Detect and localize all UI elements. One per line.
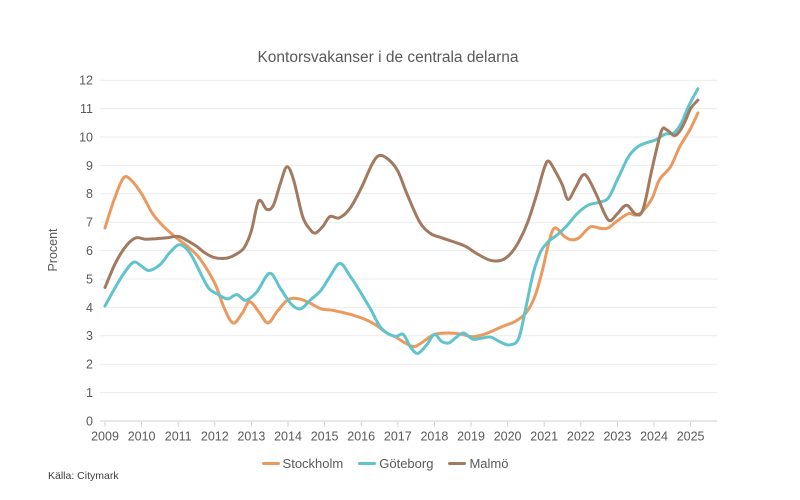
legend-item-goteborg: Göteborg	[358, 456, 433, 471]
legend-item-stockholm: Stockholm	[261, 456, 344, 471]
y-tick-label-0: 0	[86, 414, 93, 428]
x-tick-label-2013: 2013	[237, 430, 265, 444]
stockholm-line-swatch	[261, 462, 280, 465]
x-tick-label-2012: 2012	[201, 430, 229, 444]
x-tick-label-2011: 2011	[165, 430, 192, 444]
x-tick-label-2019: 2019	[457, 430, 485, 444]
legend: Stockholm Göteborg Malmö	[0, 456, 770, 471]
x-tick-label-2014: 2014	[274, 430, 302, 444]
y-tick-label-3: 3	[86, 329, 93, 343]
source-note: Källa: Citymark	[48, 470, 119, 482]
goteborg-line-swatch	[358, 462, 377, 465]
y-tick-label-7: 7	[86, 216, 93, 230]
series-line-0	[103, 111, 700, 349]
chart-title: Kontorsvakanser i de centrala delarna	[257, 49, 518, 66]
y-tick-label-2: 2	[86, 358, 93, 372]
y-tick-label-5: 5	[86, 272, 93, 286]
y-tick-label-10: 10	[79, 130, 93, 144]
x-tick-label-2024: 2024	[640, 430, 668, 444]
x-tick-label-2017: 2017	[384, 430, 412, 444]
x-tick-label-2022: 2022	[567, 430, 595, 444]
x-tick-label-2016: 2016	[347, 430, 375, 444]
x-tick-label-2021: 2021	[530, 430, 558, 444]
x-tick-label-2010: 2010	[128, 430, 156, 444]
y-tick-label-1: 1	[86, 386, 93, 400]
y-axis-label: Procent	[46, 228, 60, 272]
x-tick-label-2015: 2015	[311, 430, 339, 444]
legend-label-goteborg: Göteborg	[379, 456, 434, 471]
x-tick-label-2009: 2009	[91, 430, 119, 444]
y-tick-label-4: 4	[86, 301, 93, 315]
y-tick-label-9: 9	[86, 159, 93, 173]
x-tick-label-2023: 2023	[603, 430, 631, 444]
y-tick-label-11: 11	[80, 102, 93, 116]
series-layer	[103, 87, 700, 355]
malmo-line-swatch	[448, 462, 467, 465]
series-line-2	[103, 98, 700, 289]
legend-item-malmo: Malmö	[448, 456, 508, 471]
x-tick-label-2025: 2025	[677, 430, 705, 444]
legend-label-malmo: Malmö	[469, 456, 509, 471]
y-tick-label-12: 12	[79, 74, 93, 88]
legend-label-stockholm: Stockholm	[282, 456, 344, 471]
x-tick-label-2018: 2018	[420, 430, 448, 444]
y-tick-label-6: 6	[86, 244, 93, 258]
y-tick-label-8: 8	[86, 187, 93, 201]
grid-layer	[100, 79, 717, 427]
x-tick-label-2020: 2020	[494, 430, 522, 444]
